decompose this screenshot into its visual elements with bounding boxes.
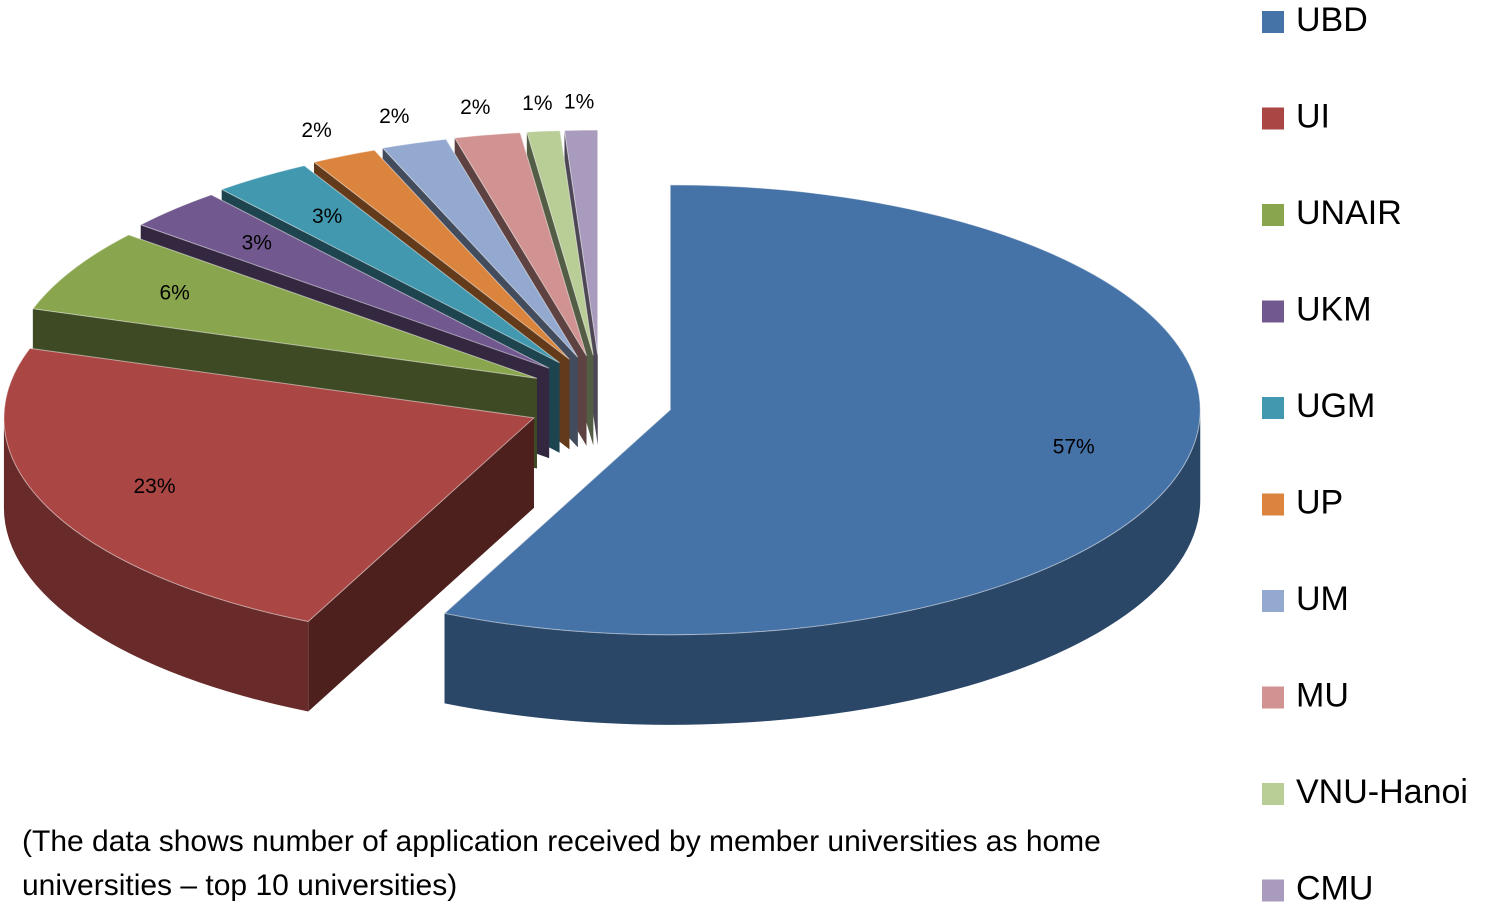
slice-top [453,132,587,357]
slice [3,347,536,712]
slice-top [312,149,570,360]
legend-label: UNAIR [1296,194,1402,232]
slice-top [443,184,1201,636]
slice-top [563,129,599,356]
legend-label: UKM [1296,290,1372,328]
slice-top [381,138,579,358]
caption: (The data shows number of application re… [22,825,1101,902]
legend-swatch [1262,879,1284,902]
legend-swatch [1262,493,1284,516]
legend-label: UBD [1296,1,1368,39]
data-label: 6% [159,281,189,304]
legend-swatch [1262,300,1284,323]
slice-top [526,130,594,356]
legend-swatch [1262,107,1284,130]
legend-swatch [1262,783,1284,805]
data-label: 2% [379,105,409,128]
data-label: 3% [312,205,342,228]
legend-label: MU [1296,676,1349,714]
legend-label: UI [1296,97,1330,135]
legend-label: CMU [1296,869,1373,907]
legend-swatch [1262,397,1284,419]
legend-label: UGM [1296,387,1375,425]
slice-top [3,347,536,622]
slice-top [220,165,560,364]
legend-label: VNU-Hanoi [1296,773,1468,811]
slice-wall [444,409,1201,725]
legend-swatch [1262,11,1284,33]
slice [443,184,1201,725]
legend-label: UP [1296,483,1343,521]
legend-swatch [1262,204,1284,226]
legend-swatch [1262,590,1284,612]
data-label: 3% [242,232,272,255]
slice-top [139,194,550,369]
data-label: 23% [134,475,176,498]
data-label: 1% [564,91,594,114]
slice-wall [3,417,309,712]
slice-top [31,234,538,379]
data-label: 2% [301,119,331,142]
data-label: 57% [1053,436,1095,459]
data-label: 2% [460,96,490,119]
data-label: 1% [522,92,552,115]
legend-label: UM [1296,580,1349,618]
legend-swatch [1262,686,1284,709]
